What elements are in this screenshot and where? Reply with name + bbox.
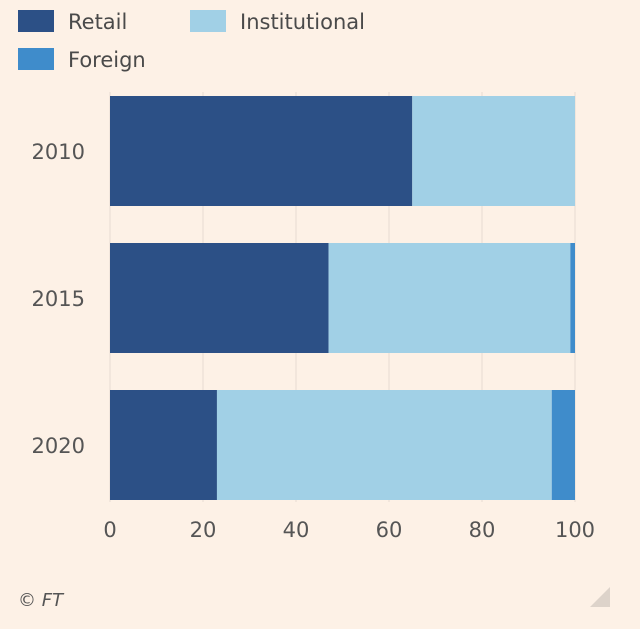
x-axis-labels: 0 20 40 60 80 100 [103,518,595,542]
y-tick-label-2015: 2015 [32,287,85,311]
legend: Retail Institutional Foreign [18,10,365,72]
y-tick-label-2010: 2010 [32,140,85,164]
legend-label-institutional: Institutional [240,10,365,34]
x-tick-label-0: 0 [103,518,116,542]
bar-2015-retail [110,243,329,353]
bar-2020-institutional [216,390,552,500]
x-tick-label-60: 60 [376,518,403,542]
legend-label-foreign: Foreign [68,48,146,72]
bar-2015-institutional [328,243,571,353]
bars [110,96,575,500]
y-tick-label-2020: 2020 [32,434,85,458]
x-tick-label-100: 100 [555,518,595,542]
bar-2020-retail [110,390,217,500]
legend-swatch-institutional [190,10,226,32]
x-tick-label-80: 80 [469,518,496,542]
legend-swatch-foreign [18,48,54,70]
x-tick-label-20: 20 [190,518,217,542]
x-tick-label-40: 40 [283,518,310,542]
bar-2010-institutional [412,96,575,206]
bar-2010-retail [110,96,413,206]
y-axis-labels: 2010 2015 2020 [32,140,85,458]
bar-2020-foreign [551,390,575,500]
resize-corner-icon [590,587,610,607]
source-credit: © FT [18,590,64,611]
bar-2015-foreign [570,243,575,353]
legend-label-retail: Retail [68,10,127,34]
legend-swatch-retail [18,10,54,32]
